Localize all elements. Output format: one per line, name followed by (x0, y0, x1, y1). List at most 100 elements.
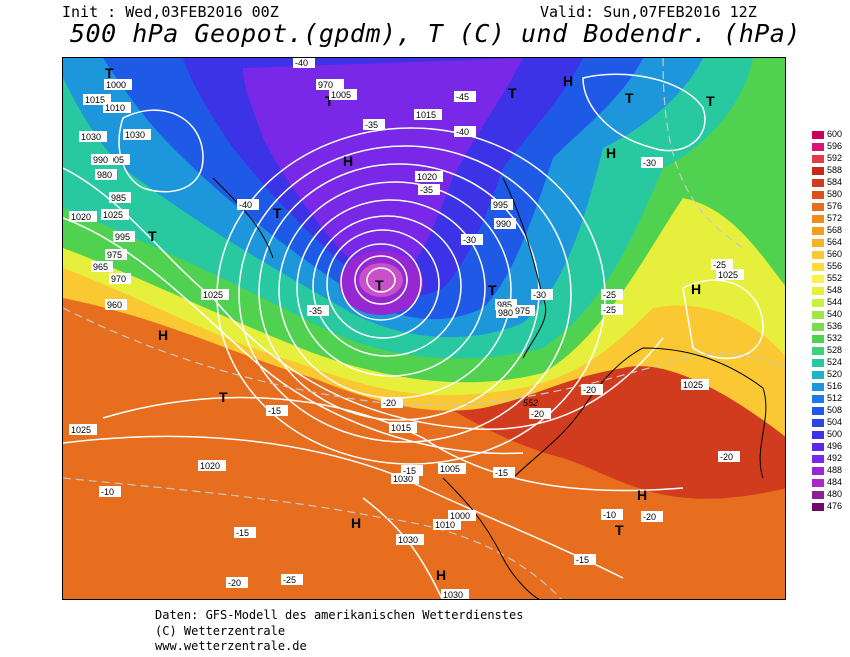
svg-text:1015: 1015 (391, 423, 411, 433)
pressure-label: 1015 (389, 422, 417, 433)
low-marker: T (508, 85, 517, 101)
svg-text:-15: -15 (268, 406, 281, 416)
svg-text:1030: 1030 (393, 474, 413, 484)
legend-swatch (812, 287, 824, 295)
legend-swatch (812, 419, 824, 427)
pressure-label: 1015 (414, 109, 442, 120)
pressure-label: 990 (494, 218, 516, 229)
geopotential-marker: 552 (523, 398, 538, 408)
temperature-label: -35 (307, 305, 329, 316)
weather-map: H H H H H H H H H T T T T T T T T T T T … (62, 57, 786, 600)
svg-text:1025: 1025 (103, 210, 123, 220)
high-marker: H (563, 73, 573, 89)
temperature-label: -15 (266, 405, 288, 416)
svg-text:1025: 1025 (203, 290, 223, 300)
svg-text:-40: -40 (295, 58, 308, 68)
svg-text:960: 960 (107, 300, 122, 310)
pressure-label: 1000 (448, 510, 476, 521)
svg-text:1025: 1025 (71, 425, 91, 435)
svg-text:1030: 1030 (443, 590, 463, 600)
temperature-label: -15 (234, 527, 256, 538)
legend-swatch (812, 203, 824, 211)
legend-swatch (812, 503, 824, 511)
legend-label: 556 (827, 261, 843, 271)
svg-text:-20: -20 (720, 452, 733, 462)
low-marker: T (105, 65, 114, 81)
svg-text:965: 965 (93, 262, 108, 272)
legend-swatch (812, 299, 824, 307)
legend-swatch (812, 131, 824, 139)
low-marker: T (325, 93, 334, 109)
svg-text:1010: 1010 (105, 103, 125, 113)
temperature-label: -15 (574, 554, 596, 565)
svg-text:-45: -45 (456, 92, 469, 102)
temperature-label: -40 (293, 58, 315, 68)
svg-text:-20: -20 (583, 385, 596, 395)
legend-label: 576 (827, 201, 843, 211)
svg-text:-15: -15 (576, 555, 589, 565)
pressure-label: 975 (105, 249, 127, 260)
svg-text:1030: 1030 (125, 130, 145, 140)
pressure-label: 970 (316, 79, 338, 90)
svg-text:970: 970 (318, 80, 333, 90)
legend-swatch (812, 275, 824, 283)
svg-text:-20: -20 (643, 512, 656, 522)
svg-text:-20: -20 (531, 409, 544, 419)
legend-label: 580 (827, 189, 843, 199)
temperature-label: -10 (601, 509, 623, 520)
temperature-label: -25 (281, 574, 303, 585)
legend-label: 588 (827, 165, 843, 175)
legend-label: 500 (827, 429, 843, 439)
svg-text:-35: -35 (365, 120, 378, 130)
footer-website: www.wetterzentrale.de (155, 639, 307, 653)
pressure-label: 1025 (716, 269, 744, 280)
low-marker: T (148, 228, 157, 244)
legend-label: 492 (827, 453, 843, 463)
temperature-label: -30 (461, 234, 483, 245)
legend-swatch (812, 191, 824, 199)
low-marker: T (375, 277, 384, 293)
svg-text:995: 995 (493, 200, 508, 210)
legend-swatch (812, 383, 824, 391)
legend-label: 524 (827, 357, 843, 367)
temperature-label: -35 (418, 184, 440, 195)
svg-text:-30: -30 (463, 235, 476, 245)
legend-label: 560 (827, 249, 843, 259)
legend-label: 488 (827, 465, 843, 475)
legend-swatch (812, 491, 824, 499)
pressure-label: 1010 (103, 102, 131, 113)
legend-label: 592 (827, 153, 843, 163)
legend-swatch (812, 395, 824, 403)
band-purple (243, 58, 523, 277)
legend-swatch (812, 239, 824, 247)
svg-text:-30: -30 (643, 158, 656, 168)
temperature-label: -30 (531, 289, 553, 300)
legend-label: 496 (827, 441, 843, 451)
svg-text:1005: 1005 (440, 464, 460, 474)
temperature-label: -25 (601, 304, 623, 315)
pressure-label: 1025 (101, 209, 129, 220)
svg-text:995: 995 (115, 232, 130, 242)
pressure-label: 970 (109, 273, 131, 284)
legend-swatch (812, 467, 824, 475)
svg-text:-10: -10 (101, 487, 114, 497)
map-canvas: H H H H H H H H H T T T T T T T T T T T … (63, 58, 785, 600)
svg-text:980: 980 (498, 308, 513, 318)
temperature-label: -20 (529, 408, 551, 419)
pressure-label: 1030 (441, 589, 469, 600)
temperature-label: -35 (363, 119, 385, 130)
pressure-label: 985 (495, 299, 517, 310)
svg-text:975: 975 (515, 306, 530, 316)
legend-swatch (812, 251, 824, 259)
high-marker: H (158, 327, 168, 343)
legend-swatch (812, 479, 824, 487)
pressure-label: 1025 (69, 424, 97, 435)
pressure-label: 1025 (201, 289, 229, 300)
temperature-label: -20 (581, 384, 603, 395)
temperature-label: -15 (493, 467, 515, 478)
pressure-label: 1020 (415, 171, 443, 182)
color-legend: 600 596 592 588 584 580 576 572 568 564 560 556 552 5… (812, 129, 850, 531)
legend-swatch (812, 431, 824, 439)
temperature-label: -20 (718, 451, 740, 462)
pressure-label: 990 (91, 154, 113, 165)
